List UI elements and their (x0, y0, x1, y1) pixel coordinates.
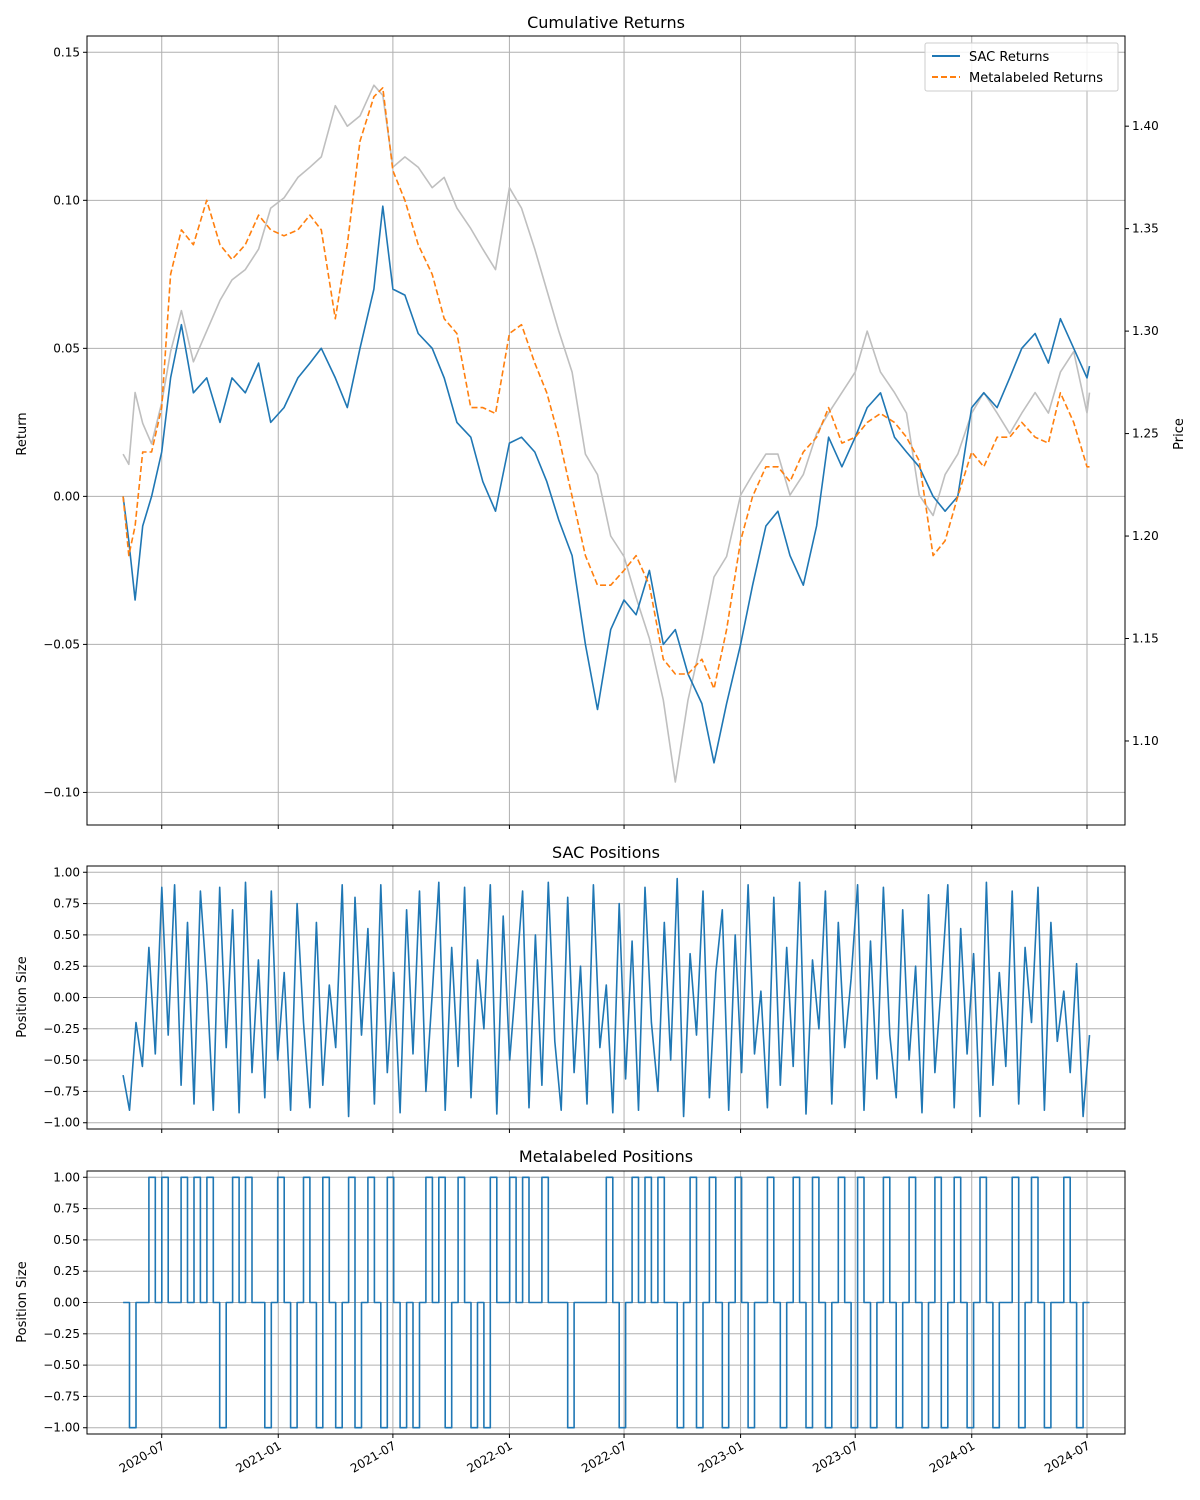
y2-tick-label: 1.35 (1132, 222, 1159, 236)
return-axis-label: Return (15, 412, 30, 455)
y-tick-label: 0.50 (53, 1233, 80, 1247)
sac-positions-title: SAC Positions (552, 843, 660, 862)
y-tick-label: −0.25 (43, 1327, 80, 1341)
legend: SAC Returns Metalabeled Returns (924, 42, 1119, 92)
y-tick-label: 0.50 (53, 928, 80, 942)
y-tick-label: 0.75 (53, 897, 80, 911)
cumulative-returns-lines (122, 84, 1091, 783)
sac-positions-panel: SAC Positions Position Size −1.00 −0.75 −0… (15, 843, 1126, 1133)
y-tick-label: 0.00 (53, 1296, 80, 1310)
y-tick-label: 1.00 (53, 865, 80, 879)
positions-line (122, 877, 1091, 1118)
y2-tick-label: 1.30 (1132, 324, 1159, 338)
y-tick-label: 0.00 (53, 489, 80, 503)
y-tick-label: 0.25 (53, 959, 80, 973)
price-axis-label: Price (1172, 418, 1187, 450)
x-tick-label: 2022-01 (464, 1438, 514, 1475)
y2-tick-label: 1.20 (1132, 529, 1159, 543)
sac-positions-ticks: −1.00 −0.75 −0.50 −0.25 0.00 0.25 0.50 0.75 1.00 (43, 865, 1088, 1133)
cumulative-returns-frame (86, 35, 1126, 826)
x-tick-label: 2021-07 (348, 1438, 398, 1475)
y-tick-label: −0.25 (43, 1022, 80, 1036)
metalabeled-returns-line (122, 87, 1090, 690)
y-tick-label: −0.75 (43, 1389, 80, 1403)
y-tick-label: −0.50 (43, 1358, 80, 1372)
y-tick-label: 0.10 (53, 193, 80, 207)
x-tick-label: 2023-07 (810, 1438, 860, 1475)
y-tick-label: −1.00 (43, 1421, 80, 1435)
y-tick-label: −0.05 (43, 637, 80, 651)
y-tick-label: 0.25 (53, 1264, 80, 1278)
y2-tick-label: 1.40 (1132, 119, 1159, 133)
cumulative-returns-ticks: −0.10 −0.05 0.00 0.05 0.10 0.15 1.10 1.15 1.20 1.… (43, 45, 1159, 829)
y-tick-label: −0.10 (43, 785, 80, 799)
metalabeled-positions-title: Metalabeled Positions (519, 1147, 693, 1166)
cumulative-returns-panel: Cumulative Returns Return Price −0.10−0.… (15, 13, 1187, 829)
sac-positions-frame (86, 865, 1126, 1130)
x-tick-label: 2024-01 (927, 1438, 977, 1475)
price-line (122, 84, 1091, 783)
y-tick-label: 0.75 (53, 1202, 80, 1216)
cumulative-returns-title: Cumulative Returns (527, 13, 685, 32)
y-tick-label: −1.00 (43, 1116, 80, 1130)
metalabeled-positions-lines (123, 1176, 1090, 1429)
sac-positions-lines (122, 877, 1091, 1118)
y-tick-label: 0.05 (53, 341, 80, 355)
legend-box (924, 42, 1119, 92)
y2-tick-label: 1.10 (1132, 734, 1159, 748)
positions-line (123, 1176, 1090, 1429)
x-tick-label: 2023-01 (696, 1438, 746, 1475)
cumulative-returns-grid (87, 36, 1125, 825)
sac-position-size-label: Position Size (15, 956, 30, 1037)
x-tick-label: 2024-07 (1042, 1438, 1092, 1475)
y-tick-label: 0.15 (53, 45, 80, 59)
legend-meta-label: Metalabeled Returns (969, 71, 1103, 86)
y-tick-label: 1.00 (53, 1170, 80, 1184)
legend-sac-label: SAC Returns (969, 50, 1050, 65)
sac-positions-grid (87, 866, 1125, 1129)
meta-position-size-label: Position Size (15, 1261, 30, 1342)
x-tick-label: 2020-07 (117, 1438, 167, 1475)
metalabeled-positions-panel: Metalabeled Positions Position Size 2020… (15, 1147, 1126, 1476)
y-tick-label: −0.75 (43, 1084, 80, 1098)
y-tick-label: 0.00 (53, 991, 80, 1005)
sac-returns-line (122, 205, 1091, 764)
y2-tick-label: 1.25 (1132, 427, 1159, 441)
x-tick-label: 2021-01 (233, 1438, 283, 1475)
y2-tick-label: 1.15 (1132, 632, 1159, 646)
metalabeled-positions-frame (86, 1170, 1126, 1435)
y-tick-label: −0.50 (43, 1053, 80, 1067)
x-tick-label: 2022-07 (579, 1438, 629, 1475)
